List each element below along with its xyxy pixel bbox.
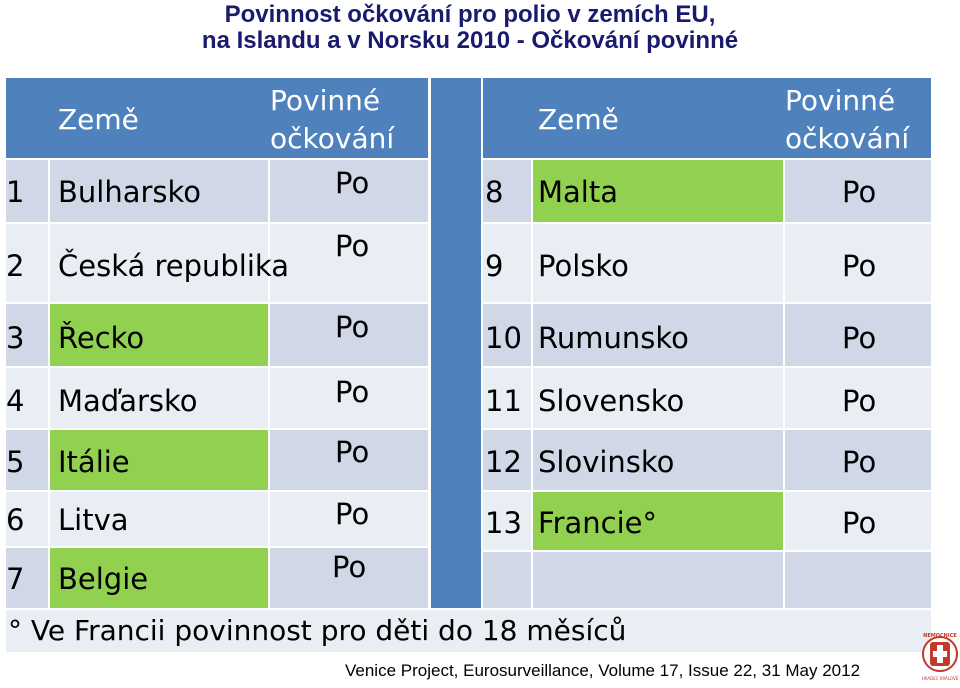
- left-row-1-value: Po: [335, 166, 370, 200]
- right-row-10-country: Rumunsko: [538, 321, 689, 355]
- left-header-mandatory-line2: očkování: [270, 122, 395, 155]
- right-row-13-country: Francie°: [538, 506, 657, 540]
- left-row-4-value: Po: [335, 375, 370, 409]
- right-row-10-value: Po: [842, 321, 877, 355]
- right-row-8-country-highlight: [533, 160, 783, 222]
- right-row-empty-bg: [483, 552, 931, 608]
- left-row-7-num: 7: [6, 562, 25, 596]
- left-header-background: [6, 78, 428, 158]
- right-row-13-country-highlight: [533, 492, 783, 550]
- left-header-mandatory-line1: Povinné: [270, 84, 381, 117]
- footnote-band: [6, 610, 931, 652]
- left-value-divider: [268, 160, 270, 608]
- left-row-3-value: Po: [335, 310, 370, 344]
- right-header-country: Země: [538, 103, 619, 136]
- left-row-3-num: 3: [6, 321, 25, 355]
- right-row-12-bg: [483, 430, 931, 490]
- left-row-6-bg: [6, 492, 428, 546]
- left-row-1-bg: [6, 160, 428, 222]
- left-row-5-country: Itálie: [58, 445, 130, 479]
- left-row-5-country-highlight: [50, 430, 268, 490]
- table-separator-column: [431, 78, 481, 608]
- right-row-13-value: Po: [842, 506, 877, 540]
- right-num-divider: [531, 160, 533, 608]
- right-row-11-num: 11: [485, 384, 522, 418]
- left-row-6-num: 6: [6, 503, 25, 537]
- right-row-10-bg: [483, 304, 931, 366]
- right-row-8-value: Po: [842, 175, 877, 209]
- page-title: Povinnost očkování pro polio v zemích EU…: [0, 2, 960, 54]
- left-row-7-country: Belgie: [58, 562, 149, 596]
- left-row-3-country-highlight: [50, 304, 268, 366]
- footnote-text: ° Ve Francii povinnost pro děti do 18 mě…: [8, 614, 627, 647]
- right-row-13-num: 13: [485, 506, 522, 540]
- left-row-4-num: 4: [6, 384, 25, 418]
- left-num-divider: [48, 160, 50, 608]
- right-header-mandatory-line2: očkování: [785, 122, 910, 155]
- left-row-5-num: 5: [6, 445, 25, 479]
- right-row-12-num: 12: [485, 445, 522, 479]
- svg-text:HRADEC KRÁLOVÉ: HRADEC KRÁLOVÉ: [922, 676, 959, 681]
- left-row-1-num: 1: [6, 175, 25, 209]
- right-row-9-country: Polsko: [538, 249, 629, 283]
- title-line-1: Povinnost očkování pro polio v zemích EU…: [224, 1, 716, 28]
- left-row-6-value: Po: [335, 497, 370, 531]
- right-row-9-value: Po: [842, 249, 877, 283]
- right-row-9-num: 9: [485, 249, 504, 283]
- left-row-4-country: Maďarsko: [58, 384, 198, 418]
- left-row-7-value: Po: [332, 550, 367, 584]
- left-header-country: Země: [58, 103, 139, 136]
- left-row-2-bg: [6, 224, 428, 302]
- right-header-background: [483, 78, 931, 158]
- right-row-12-value: Po: [842, 445, 877, 479]
- right-row-11-country: Slovensko: [538, 384, 685, 418]
- left-row-2-value: Po: [335, 229, 370, 263]
- left-row-7-country-highlight: [50, 548, 268, 608]
- left-row-2-num: 2: [6, 249, 25, 283]
- left-row-1-country: Bulharsko: [58, 175, 202, 209]
- source-citation: Venice Project, Eurosurveillance, Volume…: [345, 661, 861, 680]
- title-line-2: na Islandu a v Norsku 2010 - Očkování po…: [201, 27, 739, 54]
- right-row-8-num: 8: [485, 175, 504, 209]
- right-header-mandatory-line1: Povinné: [785, 84, 896, 117]
- right-row-11-bg: [483, 368, 931, 428]
- svg-text:NEMOCNICE: NEMOCNICE: [923, 633, 957, 639]
- right-row-10-num: 10: [485, 321, 522, 355]
- hospital-cross-logo-icon: NEMOCNICE HRADEC KRÁLOVÉ: [920, 628, 960, 688]
- left-row-2-country: Česká republika: [58, 249, 289, 283]
- left-row-3-country: Řecko: [58, 321, 145, 355]
- left-row-6-country: Litva: [58, 503, 129, 537]
- left-row-4-bg: [6, 368, 428, 428]
- left-row-5-value: Po: [335, 435, 370, 469]
- right-row-11-value: Po: [842, 384, 877, 418]
- right-row-12-country: Slovinsko: [538, 445, 675, 479]
- right-value-divider: [783, 160, 785, 608]
- right-row-8-country: Malta: [538, 175, 618, 209]
- right-row-9-bg: [483, 224, 931, 302]
